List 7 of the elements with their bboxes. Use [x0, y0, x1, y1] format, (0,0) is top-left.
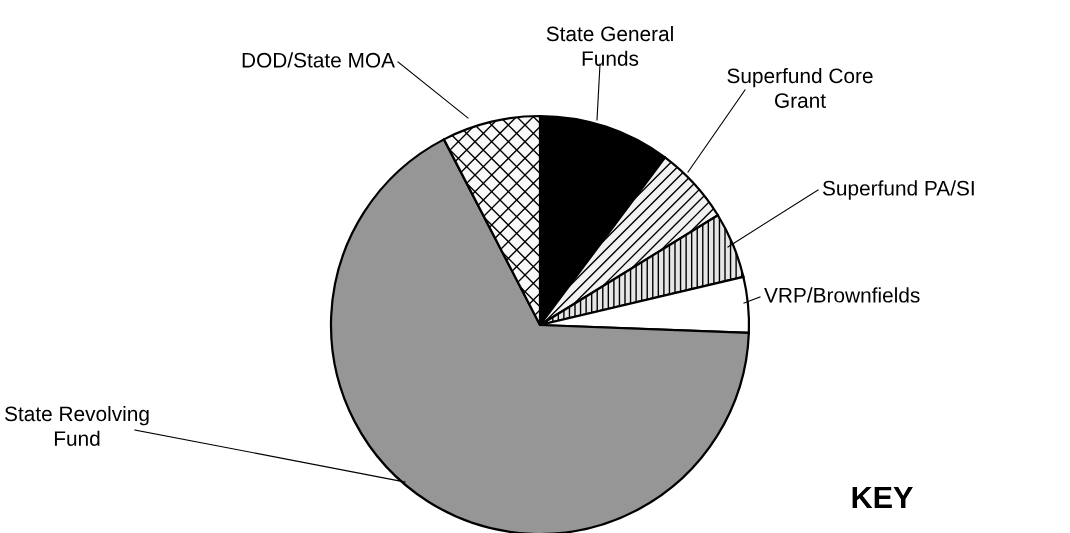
- slice-label: State General Funds: [546, 25, 673, 66]
- slice-label: DOD/State MOA: [242, 52, 395, 68]
- slice-label: Superfund Core Grant: [727, 67, 873, 108]
- slice-label: Superfund PA/SI: [822, 180, 974, 200]
- slice-label: VRP/Brownfields: [764, 287, 920, 303]
- text: KEY: [852, 486, 913, 508]
- slice-label: State Revolving Fund: [4, 405, 149, 446]
